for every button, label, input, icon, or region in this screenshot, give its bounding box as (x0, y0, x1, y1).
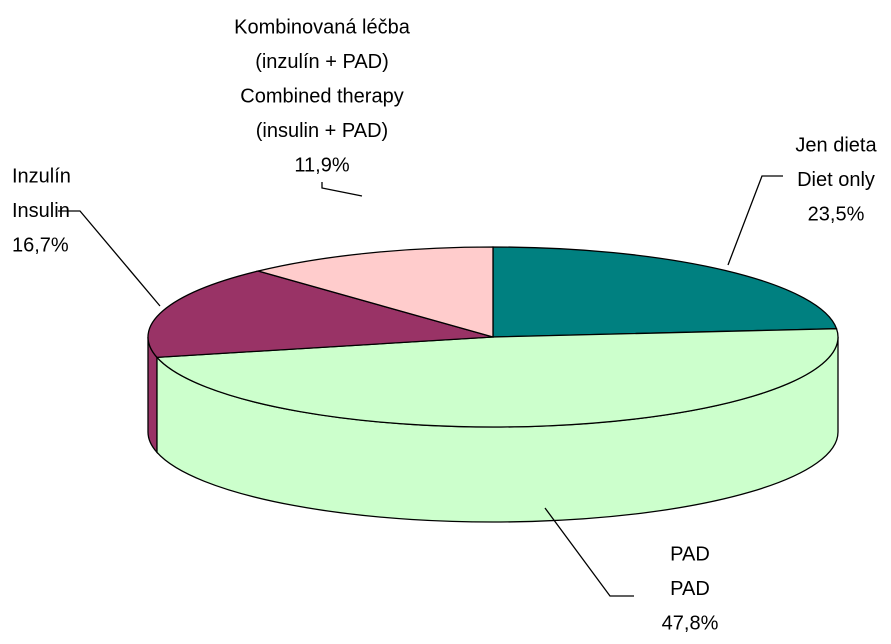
pie-slice (155, 328, 839, 428)
pie-slice (147, 270, 494, 359)
leader-line (321, 182, 363, 197)
slice-value-label: 47,8% (662, 612, 719, 634)
leader-line (727, 175, 783, 266)
slice-label: Diet only (797, 169, 875, 191)
slice-label: Inzulín (12, 165, 71, 187)
slice-value-label: 16,7% (12, 234, 69, 256)
leader-line (58, 210, 161, 307)
slice-label: PAD (670, 578, 710, 600)
leader-line (544, 507, 634, 597)
pie-slice (255, 246, 494, 338)
slice-label: Jen dieta (795, 134, 877, 156)
slice-value-label: 11,9% (294, 154, 349, 176)
slice-label: (insulin + PAD) (256, 120, 388, 142)
slice-value-label: 23,5% (808, 203, 865, 225)
slice-label: Combined therapy (240, 85, 403, 107)
pie-slice (492, 246, 838, 338)
slice-label: Insulin (12, 200, 70, 222)
slice-label: PAD (670, 543, 710, 565)
slice-label: Kombinovaná léčba (234, 16, 411, 38)
slice-label: (inzulín + PAD) (255, 51, 389, 73)
